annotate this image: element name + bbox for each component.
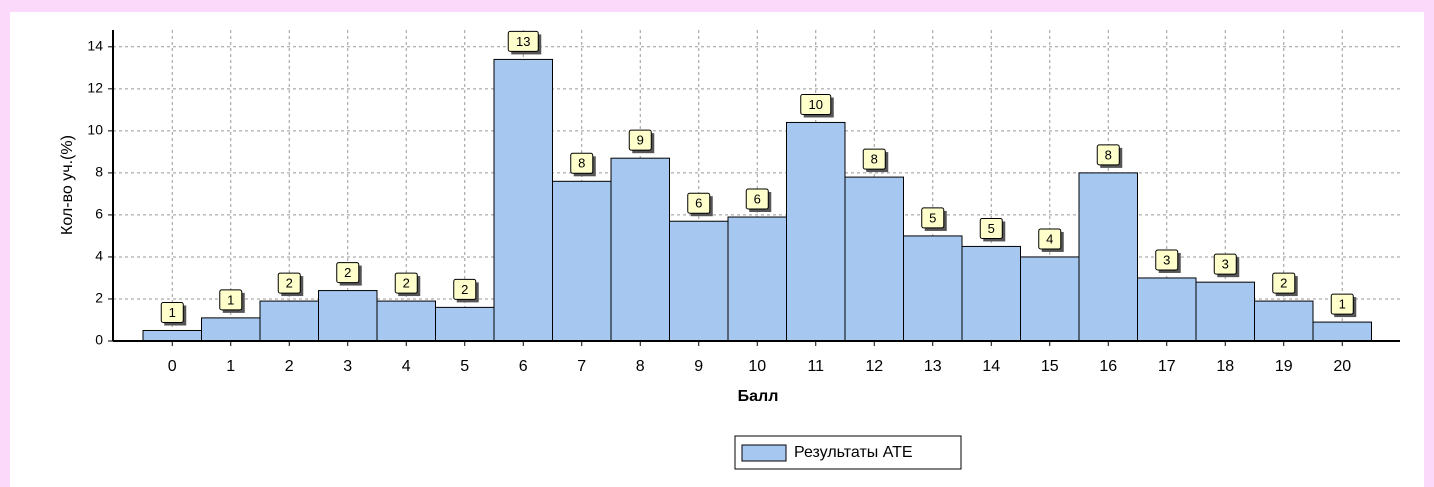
value-label-box [507,30,539,52]
value-label-box [1038,228,1062,250]
value-label: 2 [344,265,351,280]
x-tick-label: 4 [402,358,411,375]
value-label-box [800,93,832,115]
bar [903,235,963,342]
value-label: 2 [286,276,293,291]
bar [961,245,1021,342]
value-label-box [160,301,184,323]
bar [1254,300,1314,342]
x-tick-label: 15 [1041,358,1059,375]
x-tick-label: 2 [285,358,294,375]
value-label-box [394,272,418,294]
x-tick-label: 19 [1275,358,1293,375]
value-label: 13 [516,34,530,49]
x-tick-label: 17 [1158,358,1176,375]
value-label-box [570,152,594,174]
bar [435,306,495,342]
y-tick-label: 14 [87,38,103,54]
bar [1137,277,1197,342]
value-label: 6 [754,191,761,206]
y-tick-label: 2 [95,290,103,306]
x-axis-label: Балл [738,388,779,405]
y-tick-label: 0 [95,332,103,348]
x-tick-label: 12 [865,358,883,375]
bar [844,176,904,342]
x-tick-label: 10 [748,358,766,375]
value-label: 1 [227,292,234,307]
value-label-box [453,278,477,300]
value-label-box [628,129,652,151]
y-tick-label: 12 [87,80,103,96]
x-tick-label: 14 [982,358,1000,375]
value-label: 6 [695,196,702,211]
x-tick-label: 20 [1333,358,1351,375]
value-label: 2 [461,282,468,297]
x-tick-label: 9 [694,358,703,375]
bar [786,121,846,342]
y-tick-label: 4 [95,248,103,264]
bar [1020,256,1080,342]
y-tick-label: 6 [95,206,103,222]
bar [376,300,436,342]
value-label-box [277,272,301,294]
value-label-box [1096,144,1120,166]
x-tick-label: 7 [577,358,586,375]
value-label: 2 [1280,276,1287,291]
value-label-box [687,192,711,214]
y-tick-label: 10 [87,122,103,138]
value-label-box [219,289,243,311]
bar [1312,321,1372,342]
x-tick-label: 18 [1216,358,1234,375]
x-tick-label: 11 [807,358,824,375]
x-tick-label: 13 [924,358,942,375]
legend-swatch [741,444,787,462]
x-tick-label: 3 [343,358,352,375]
bar [610,157,670,342]
value-label: 1 [169,305,176,320]
bar [259,300,319,342]
y-axis-label: Кол-во уч.(%) [59,135,76,235]
x-tick-label: 1 [226,358,235,375]
value-label: 8 [1105,147,1112,162]
value-label-box [1272,272,1296,294]
bar [669,220,729,342]
bar [493,58,553,342]
value-label: 5 [988,221,995,236]
y-tick-label: 8 [95,164,103,180]
bar [727,216,787,342]
x-tick-label: 6 [519,358,528,375]
value-label-box [745,188,769,210]
value-label-box [1213,253,1237,275]
legend-label: Результаты АТЕ [794,444,913,461]
value-label: 3 [1163,252,1170,267]
bar [1195,281,1255,342]
value-label: 9 [637,133,644,148]
bar [318,290,378,342]
value-label-box [862,148,886,170]
bar [552,180,612,342]
value-label: 4 [1046,231,1053,246]
value-label: 2 [403,276,410,291]
value-label: 3 [1222,257,1229,272]
x-tick-label: 16 [1099,358,1117,375]
bar [201,317,261,342]
x-tick-label: 0 [168,358,177,375]
value-label-box [979,217,1003,239]
bar [142,329,202,342]
bar [1078,172,1138,342]
value-label: 8 [871,152,878,167]
x-tick-label: 8 [636,358,645,375]
x-tick-label: 5 [460,358,469,375]
value-label: 8 [578,156,585,171]
value-label: 10 [809,97,823,112]
value-label-box [1155,249,1179,271]
value-label-box [336,262,360,284]
value-label: 5 [929,210,936,225]
value-label: 1 [1339,297,1346,312]
value-label-box [921,207,945,229]
value-label-box [1330,293,1354,315]
